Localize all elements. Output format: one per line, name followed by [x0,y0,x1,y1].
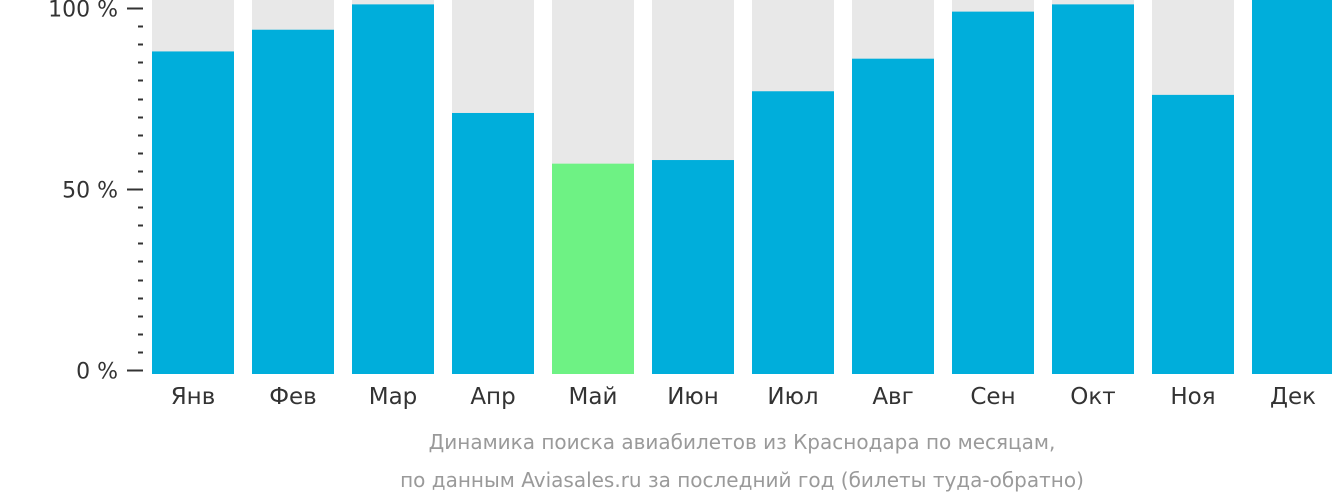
bar-month-1 [152,51,234,374]
bar-month-4 [452,112,534,374]
bar-month-2 [252,29,334,374]
x-axis-labels: Янв Фев Мар Апр Май Июн Июл Авг Сен Окт Ноя Дек [171,384,1316,410]
bar-month-6 [652,160,734,374]
bar-month-9 [952,11,1034,375]
x-tick-label: Сен [970,384,1015,410]
bar-month-10 [1052,4,1134,374]
y-axis: 0 % 50 % 100 % [48,0,143,385]
bar-month-8 [852,58,934,375]
x-tick-label: Фев [269,384,317,410]
chart-caption-line-1: Динамика поиска авиабилетов из Краснодар… [428,430,1056,454]
bar-month-3 [352,4,434,374]
x-tick-label: Ноя [1170,384,1215,410]
x-tick-label: Июн [667,384,719,410]
y-tick-label: 50 % [62,179,118,204]
bar-month-11 [1152,94,1234,374]
bar-month-12 [1252,0,1332,374]
x-tick-label: Окт [1070,384,1115,410]
chart-caption-line-2: по данным Aviasales.ru за последний год … [400,468,1084,492]
x-tick-label: Май [569,384,618,410]
x-tick-label: Дек [1270,384,1316,410]
x-tick-label: Мар [369,384,418,410]
bar-month-5 [552,163,634,374]
x-tick-label: Апр [470,384,515,410]
bar-month-7 [752,91,834,374]
x-tick-label: Авг [872,384,913,410]
x-tick-label: Янв [171,384,216,410]
x-tick-label: Июл [767,384,818,410]
y-tick-label: 100 % [48,0,118,23]
y-tick-label: 0 % [76,360,118,385]
bars-layer [152,0,1332,375]
